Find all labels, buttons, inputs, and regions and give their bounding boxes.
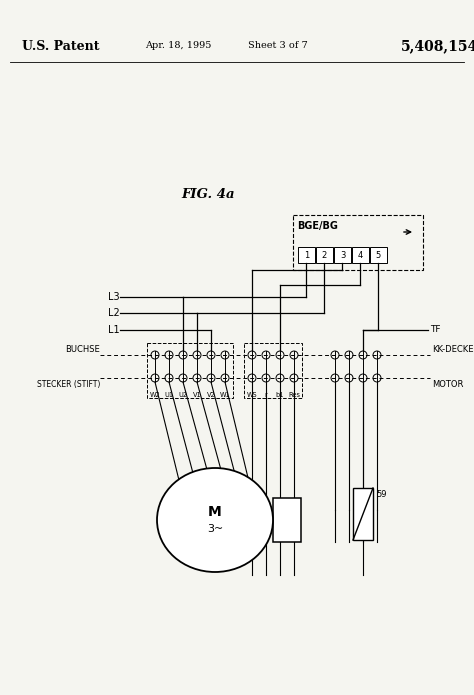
Text: L3: L3: [108, 292, 119, 302]
Text: KK-DECKEL: KK-DECKEL: [432, 345, 474, 354]
Ellipse shape: [157, 468, 273, 572]
Text: V1: V1: [193, 392, 201, 398]
Text: r: r: [264, 392, 267, 398]
Bar: [370, 247, 387, 263]
Text: U2: U2: [178, 392, 188, 398]
Text: Res: Res: [288, 392, 300, 398]
Text: 5: 5: [376, 250, 381, 259]
Text: FIG. 4a: FIG. 4a: [181, 188, 235, 202]
Bar: [353, 488, 373, 540]
Text: TF: TF: [430, 325, 440, 334]
Bar: [244, 343, 302, 398]
Bar: [147, 343, 233, 398]
Text: MOTOR: MOTOR: [432, 380, 464, 389]
Bar: [273, 498, 301, 542]
Text: 3: 3: [340, 250, 345, 259]
Bar: [334, 247, 351, 263]
Text: STECKER (STIFT): STECKER (STIFT): [36, 380, 100, 389]
Text: W2: W2: [150, 392, 160, 398]
Text: 59: 59: [376, 490, 386, 499]
Text: 5,408,154: 5,408,154: [401, 39, 474, 53]
Text: M: M: [208, 505, 222, 519]
Bar: [316, 247, 333, 263]
Text: Apr. 18, 1995: Apr. 18, 1995: [145, 42, 211, 51]
Text: U.S. Patent: U.S. Patent: [22, 40, 100, 53]
Text: 3~: 3~: [207, 524, 223, 534]
Text: W1: W1: [219, 392, 230, 398]
Bar: [352, 247, 369, 263]
Bar: [293, 215, 423, 270]
Text: L2: L2: [108, 308, 120, 318]
Text: BGE/BG: BGE/BG: [297, 221, 338, 231]
Text: L1: L1: [108, 325, 119, 335]
Bar: [298, 247, 315, 263]
Text: Sheet 3 of 7: Sheet 3 of 7: [248, 42, 308, 51]
Text: 2: 2: [322, 250, 327, 259]
Text: U1: U1: [164, 392, 173, 398]
Text: 4: 4: [358, 250, 363, 259]
Text: 1: 1: [304, 250, 309, 259]
Text: WS: WS: [246, 392, 257, 398]
Text: V2: V2: [207, 392, 215, 398]
Text: b1: b1: [276, 392, 284, 398]
Text: BUCHSE: BUCHSE: [65, 345, 100, 354]
